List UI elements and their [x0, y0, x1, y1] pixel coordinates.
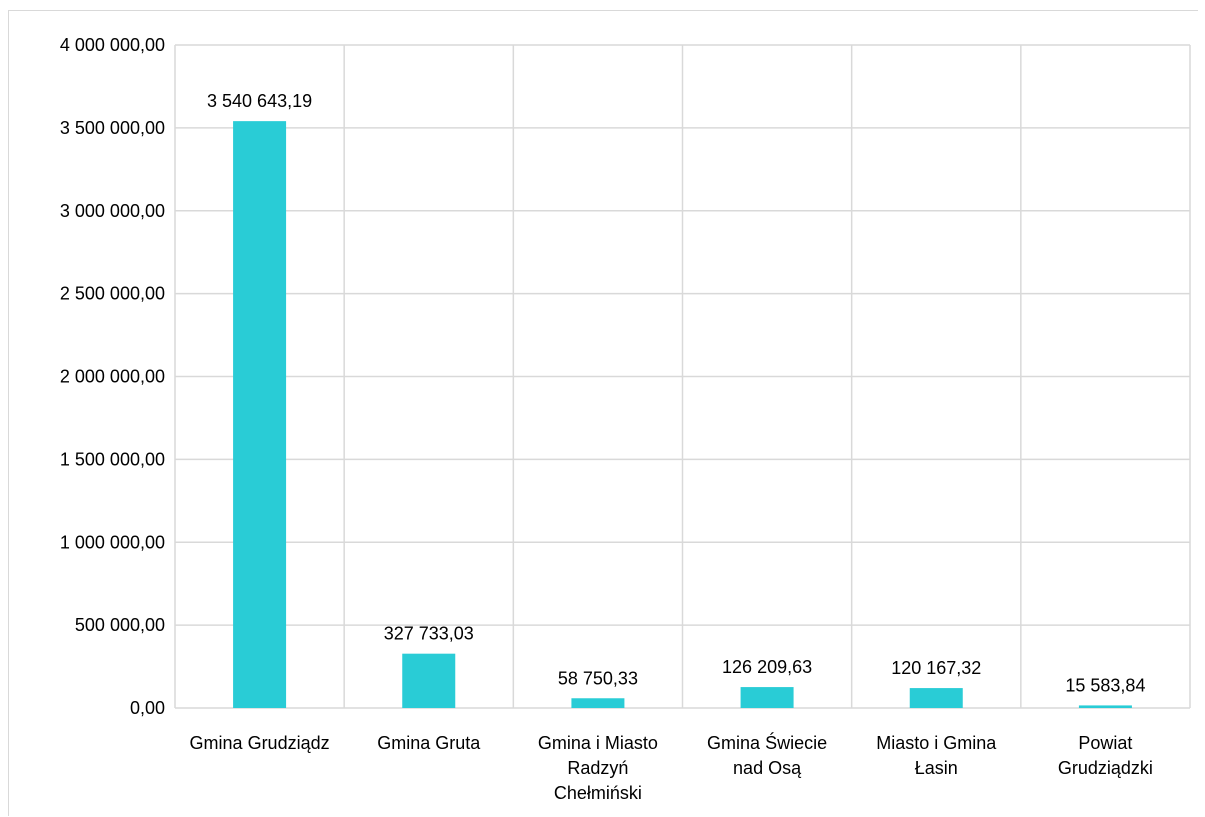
- category-label: Powiat Grudziądzki: [1058, 733, 1153, 778]
- bar: [571, 698, 625, 708]
- category-label-line: Chełmiński: [554, 783, 642, 803]
- category-label-line: Miasto i Gmina: [876, 733, 997, 753]
- category-label-line: Gmina i Miasto: [538, 733, 658, 753]
- category-label-line: nad Osą: [733, 758, 802, 778]
- y-tick-label: 0,00: [130, 698, 165, 718]
- category-label: Gmina Świecie nad Osą: [707, 732, 827, 778]
- y-tick-label: 500 000,00: [75, 615, 165, 635]
- data-label: 58 750,33: [558, 668, 638, 688]
- data-label: 327 733,03: [384, 624, 474, 644]
- category-label-line: Powiat: [1078, 733, 1132, 753]
- y-tick-label: 4 000 000,00: [60, 35, 165, 55]
- bar: [1078, 705, 1132, 708]
- y-tick-label: 3 000 000,00: [60, 201, 165, 221]
- y-tick-label: 3 500 000,00: [60, 118, 165, 138]
- y-axis-tick-labels: 0,00 500 000,00 1 000 000,00 1 500 000,00 2 …: [60, 35, 165, 718]
- category-label: Gmina i Miasto Radzyń Chełmiński: [538, 733, 658, 803]
- bar: [402, 653, 456, 708]
- bar: [909, 688, 963, 708]
- bars: [233, 121, 1132, 709]
- data-label: 120 167,32: [891, 658, 981, 678]
- category-label: Gmina Gruta: [377, 733, 481, 753]
- y-tick-label: 2 000 000,00: [60, 367, 165, 387]
- category-label-line: Grudziądzki: [1058, 758, 1153, 778]
- chart-frame: [8, 10, 1198, 816]
- data-label: 15 583,84: [1065, 675, 1145, 695]
- category-label-line: Łasin: [915, 758, 958, 778]
- category-label-line: Gmina Świecie: [707, 732, 827, 753]
- y-tick-label: 1 000 000,00: [60, 532, 165, 552]
- y-tick-label: 1 500 000,00: [60, 449, 165, 469]
- category-label: Miasto i Gmina Łasin: [876, 733, 997, 778]
- category-label: Gmina Grudziądz: [190, 733, 330, 753]
- data-label: 3 540 643,19: [207, 91, 312, 111]
- bar: [740, 687, 794, 708]
- category-label-line: Radzyń: [567, 758, 628, 778]
- data-labels: 3 540 643,19 327 733,03 58 750,33 126 209,6…: [207, 91, 1145, 695]
- data-label: 126 209,63: [722, 657, 812, 677]
- x-axis-category-labels: Gmina Grudziądz Gmina Gruta Gmina i Miasto…: [190, 732, 1153, 803]
- category-label-line: Gmina Grudziądz: [190, 733, 330, 753]
- grid-lines: [174, 44, 1191, 709]
- category-label-line: Gmina Gruta: [377, 733, 481, 753]
- bar: [233, 121, 287, 709]
- y-tick-label: 2 500 000,00: [60, 284, 165, 304]
